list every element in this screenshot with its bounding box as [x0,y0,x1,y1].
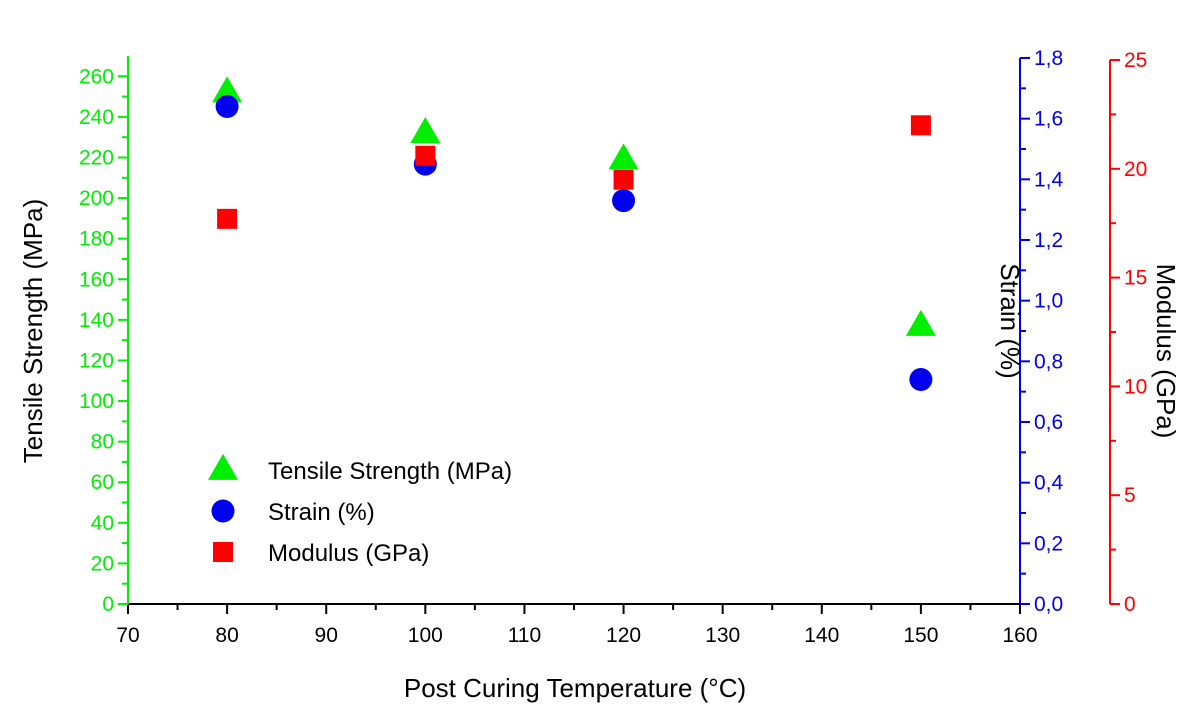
left-tick-label: 220 [79,146,114,169]
circle-point [909,368,933,392]
strain-axis-title: Strain (%) [995,263,1025,379]
circle-point [612,189,636,213]
left-tick-label: 20 [91,552,114,575]
modulus-axis-title: Modulus (GPa) [1151,264,1181,439]
legend-triangle-marker [208,453,238,480]
circle-point [215,95,239,119]
legend: Tensile Strength (MPa) Strain (%) Modulus … [208,453,512,567]
modulus-tick-label: 20 [1124,158,1147,181]
axes-layer: 70 80 90 100 110 120 130 140 150 1600204060801001… [79,47,1147,647]
left-tick-label: 160 [79,268,114,291]
triangle-point [212,76,243,103]
square-point [415,145,436,166]
strain-tick-label: 1,6 [1034,108,1063,131]
legend-square-marker [213,542,233,562]
modulus-tick-label: 0 [1124,593,1136,616]
square-point [613,169,634,190]
legend-entry-label: Modulus (GPa) [268,540,429,567]
x-tick-label: 150 [903,624,938,647]
left-tick-label: 60 [91,471,114,494]
x-tick-label: 130 [705,624,740,647]
left-tick-label: 180 [79,228,114,251]
modulus-tick-label: 15 [1124,267,1147,290]
x-axis-title: Post Curing Temperature (°C) [404,673,746,703]
marks-layer [212,76,936,392]
x-tick-label: 160 [1002,624,1037,647]
left-tick-label: 80 [91,431,114,454]
modulus-tick-label: 10 [1124,375,1147,398]
strain-tick-label: 1,4 [1034,168,1064,191]
x-tick-label: 120 [606,624,641,647]
x-tick-label: 110 [508,624,541,647]
strain-tick-label: 1,2 [1034,229,1063,252]
square-point [217,208,238,229]
strain-tick-label: 0,0 [1034,593,1063,616]
left-tick-label: 120 [79,349,114,372]
strain-tick-label: 0,4 [1034,472,1064,495]
left-tick-label: 200 [79,187,114,210]
x-tick-label: 140 [804,624,839,647]
legend-entry-label: Tensile Strength (MPa) [268,458,512,485]
left-tick-label: 240 [79,106,114,129]
left-tick-label: 0 [102,593,114,616]
strain-tick-label: 0,8 [1034,350,1063,373]
x-tick-label: 100 [408,624,443,647]
left-axis-title: Tensile Strength (MPa) [18,199,48,463]
x-tick-label: 70 [116,624,139,647]
left-tick-label: 260 [79,65,114,88]
modulus-tick-label: 25 [1124,49,1147,72]
x-tick-label: 80 [215,624,238,647]
strain-tick-label: 1,0 [1034,290,1063,313]
strain-tick-label: 0,6 [1034,411,1063,434]
triangle-point [905,309,936,336]
triangle-point [608,143,639,170]
left-tick-label: 100 [79,390,114,413]
legend-circle-marker [211,499,235,523]
left-tick-label: 140 [79,309,114,332]
modulus-tick-label: 5 [1124,484,1136,507]
left-tick-label: 40 [91,512,114,535]
square-point [910,115,931,136]
strain-tick-label: 0,2 [1034,532,1063,555]
legend-entry-label: Strain (%) [268,499,375,526]
strain-tick-label: 1,8 [1034,47,1063,70]
x-tick-label: 90 [315,624,338,647]
triangle-point [410,117,441,143]
